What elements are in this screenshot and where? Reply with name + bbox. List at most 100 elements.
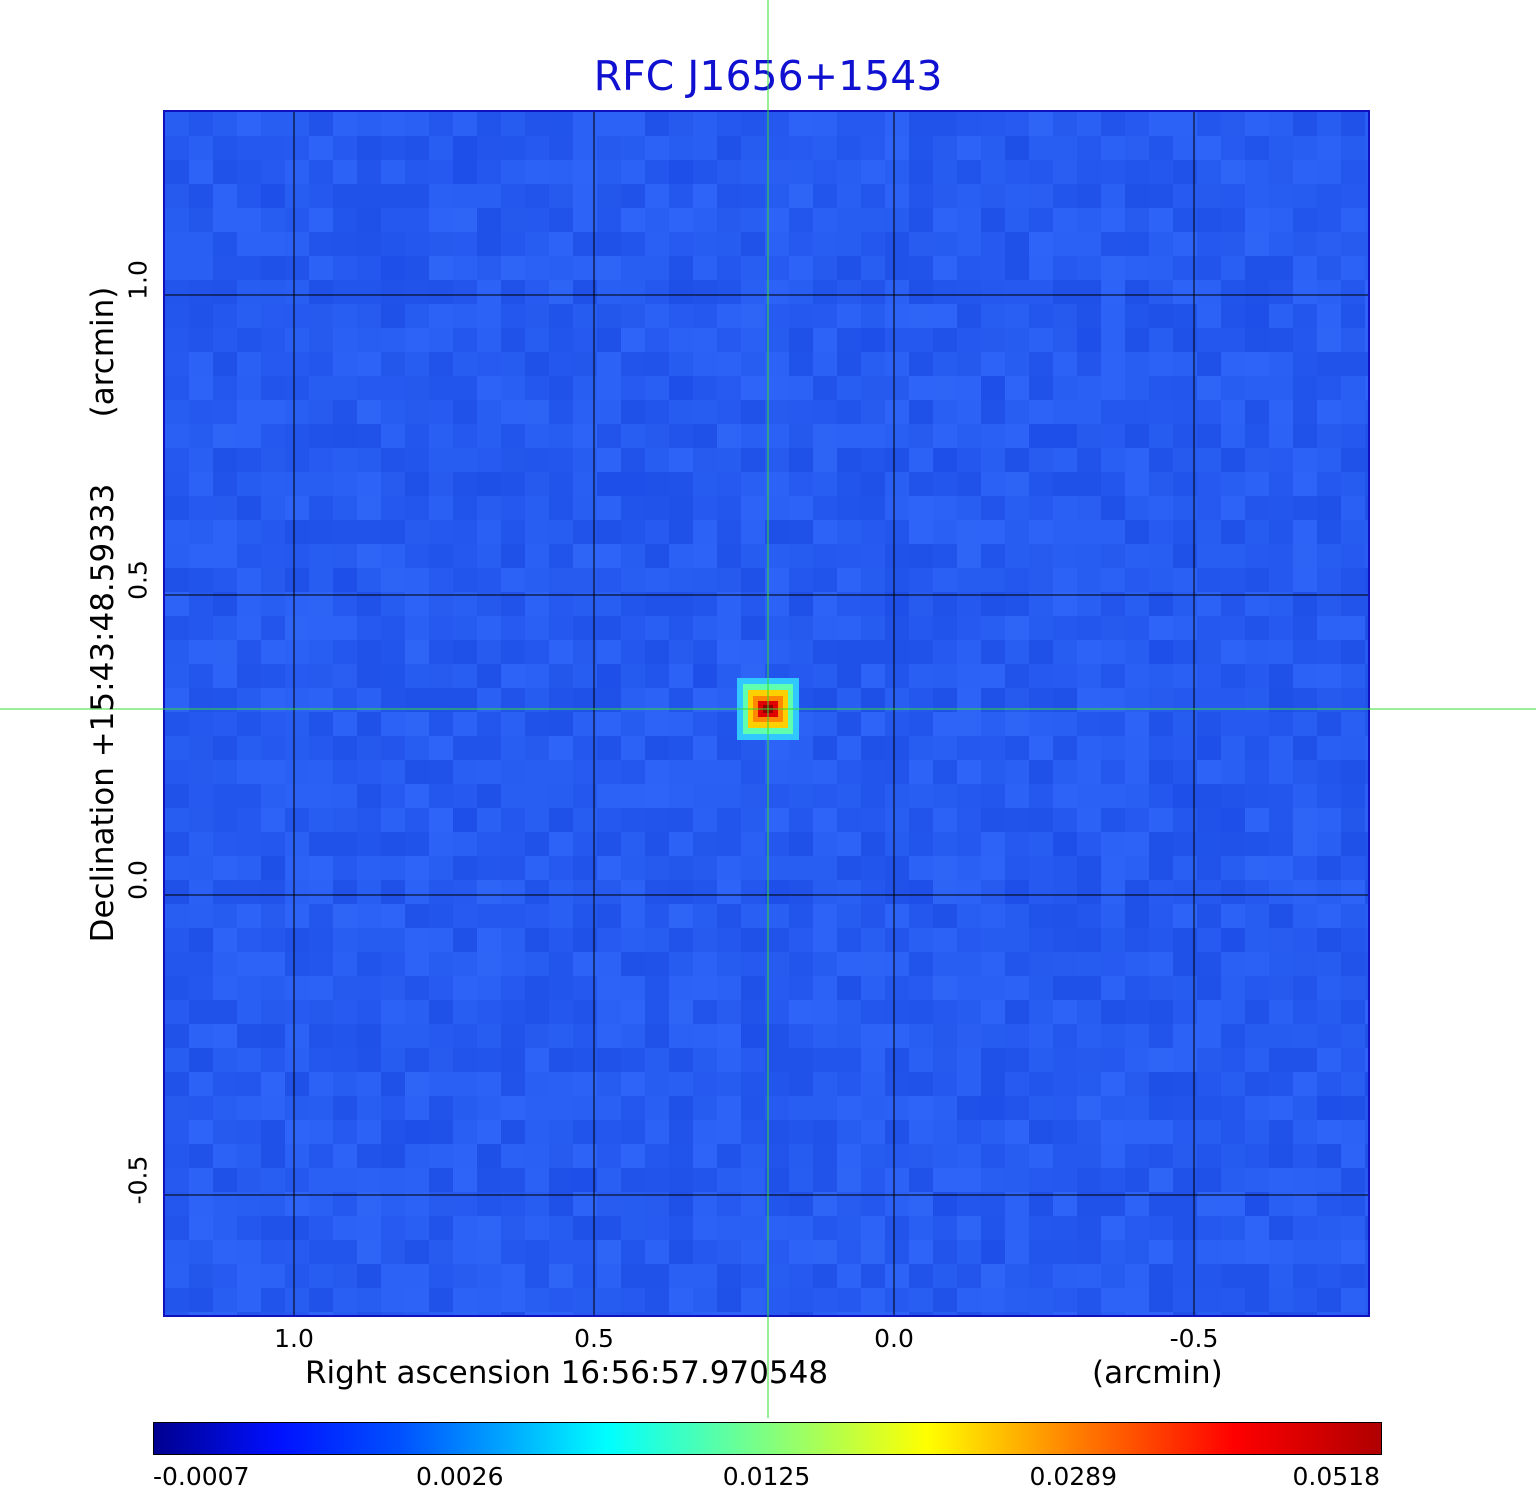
y-axis-unit: (arcmin) [85,286,121,418]
noise-pixel [309,232,333,256]
noise-pixel [1053,1312,1077,1315]
noise-pixel [1197,1048,1221,1072]
noise-pixel [1101,568,1125,592]
noise-pixel [885,136,909,160]
noise-pixel [645,568,669,592]
noise-pixel [189,1288,213,1312]
noise-pixel [1101,136,1125,160]
noise-pixel [1053,1000,1077,1024]
noise-pixel [237,952,261,976]
noise-pixel [477,568,501,592]
noise-pixel [1269,256,1293,280]
noise-pixel [165,160,189,184]
noise-pixel [1053,1168,1077,1192]
noise-pixel [285,496,309,520]
noise-pixel [1197,952,1221,976]
noise-pixel [189,400,213,424]
noise-pixel [669,280,693,304]
noise-pixel [357,880,381,904]
noise-pixel [1053,712,1077,736]
noise-pixel [909,1024,933,1048]
noise-pixel [357,328,381,352]
noise-pixel [981,1048,1005,1072]
noise-pixel [477,544,501,568]
noise-pixel [1005,808,1029,832]
noise-pixel [573,112,597,136]
noise-pixel [669,1288,693,1312]
noise-pixel [549,688,573,712]
noise-pixel [1029,232,1053,256]
noise-pixel [1029,136,1053,160]
noise-pixel [765,352,789,376]
noise-pixel [1197,1000,1221,1024]
noise-pixel [717,640,741,664]
noise-pixel [957,328,981,352]
noise-pixel [1149,232,1173,256]
noise-pixel [861,568,885,592]
noise-pixel [861,592,885,616]
noise-pixel [957,1192,981,1216]
noise-pixel [1125,472,1149,496]
noise-pixel [909,976,933,1000]
noise-pixel [261,1312,285,1315]
noise-pixel [333,304,357,328]
noise-pixel [933,1312,957,1315]
noise-pixel [789,832,813,856]
noise-pixel [1221,520,1245,544]
noise-pixel [597,184,621,208]
noise-pixel [1197,160,1221,184]
noise-pixel [1245,280,1269,304]
noise-pixel [1365,448,1368,472]
noise-pixel [501,256,525,280]
noise-pixel [741,568,765,592]
noise-pixel [861,616,885,640]
noise-pixel [549,208,573,232]
noise-pixel [933,1072,957,1096]
noise-pixel [717,400,741,424]
noise-pixel [813,904,837,928]
noise-pixel [741,328,765,352]
noise-pixel [765,832,789,856]
noise-pixel [789,568,813,592]
noise-pixel [1173,184,1197,208]
noise-pixel [549,808,573,832]
noise-pixel [1125,976,1149,1000]
noise-pixel [1173,976,1197,1000]
noise-pixel [789,1168,813,1192]
noise-pixel [597,1312,621,1315]
noise-pixel [525,1144,549,1168]
noise-pixel [1005,976,1029,1000]
noise-pixel [189,928,213,952]
noise-pixel [765,568,789,592]
noise-pixel [957,832,981,856]
noise-pixel [1077,304,1101,328]
noise-pixel [885,184,909,208]
noise-pixel [429,1264,453,1288]
noise-pixel [429,616,453,640]
noise-pixel [189,352,213,376]
noise-pixel [765,1048,789,1072]
noise-pixel [1101,400,1125,424]
noise-pixel [1101,1072,1125,1096]
noise-pixel [1269,808,1293,832]
noise-pixel [693,952,717,976]
noise-pixel [765,400,789,424]
noise-pixel [1077,1000,1101,1024]
noise-pixel [525,688,549,712]
noise-pixel [813,208,837,232]
noise-pixel [1077,400,1101,424]
noise-pixel [1341,520,1365,544]
noise-pixel [1221,736,1245,760]
noise-pixel [861,736,885,760]
noise-pixel [1365,952,1368,976]
noise-pixel [717,280,741,304]
noise-pixel [717,856,741,880]
noise-pixel [1317,376,1341,400]
noise-pixel [1077,232,1101,256]
noise-pixel [1221,328,1245,352]
noise-pixel [597,1144,621,1168]
noise-pixel [1365,664,1368,688]
noise-pixel [669,904,693,928]
noise-pixel [597,136,621,160]
noise-pixel [1221,1120,1245,1144]
